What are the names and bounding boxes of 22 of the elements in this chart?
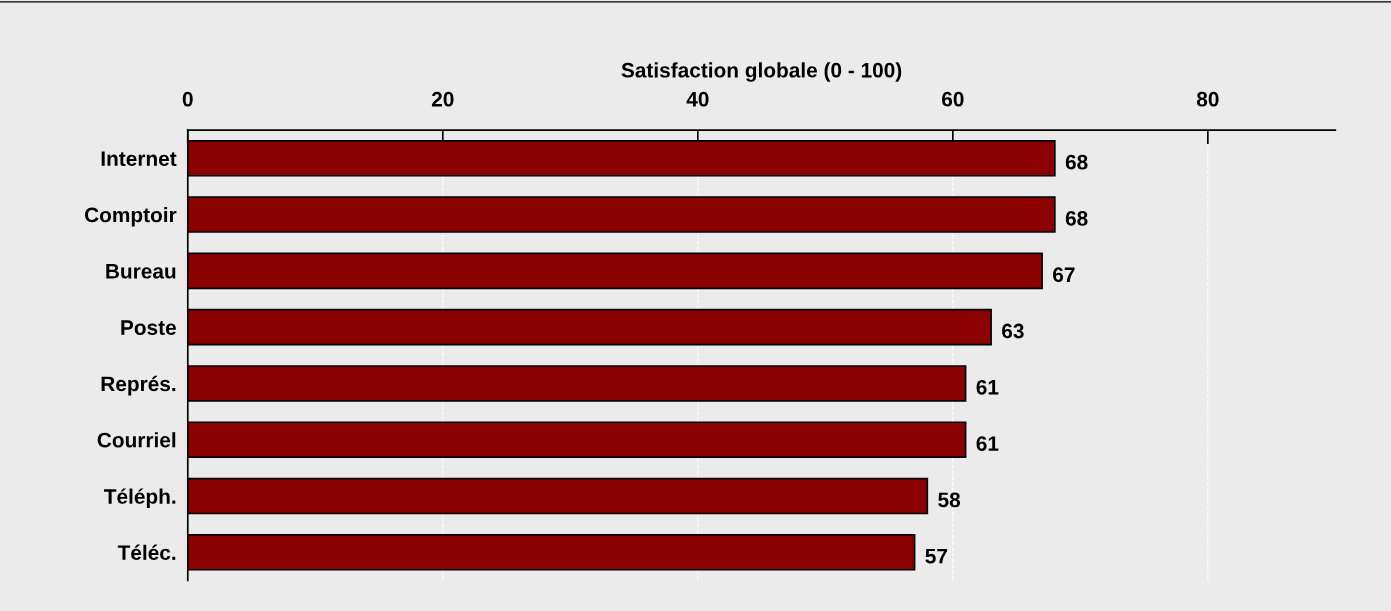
x-tick-label: 40 bbox=[686, 91, 709, 107]
y-tick-label: Internet bbox=[101, 151, 177, 167]
data-label: 68 bbox=[1065, 211, 1088, 226]
data-label: 58 bbox=[938, 492, 961, 508]
data-label: 68 bbox=[1065, 154, 1088, 170]
y-tick-label: Courriel bbox=[97, 432, 176, 448]
x-tick-label: 80 bbox=[1196, 91, 1219, 107]
x-tick-label: 60 bbox=[942, 91, 964, 107]
x-tick-label: 20 bbox=[431, 91, 454, 107]
y-tick-label: Représ. bbox=[101, 375, 176, 396]
data-label: 57 bbox=[925, 548, 948, 564]
data-label: 67 bbox=[1053, 267, 1075, 283]
data-label: 63 bbox=[1002, 323, 1024, 339]
data-label: 61 bbox=[976, 379, 999, 395]
y-tick-label: Bureau bbox=[106, 264, 176, 279]
data-label: 61 bbox=[976, 436, 999, 451]
y-tick-label: Téléc. bbox=[117, 544, 176, 561]
y-tick-label: Comptoir bbox=[84, 207, 177, 227]
x-tick-label: 0 bbox=[182, 91, 193, 107]
x-axis-title: Satisfaction globale (0 - 100) bbox=[621, 62, 902, 82]
y-tick-label: Téléph. bbox=[103, 488, 176, 508]
y-tick-label: Poste bbox=[121, 320, 176, 335]
